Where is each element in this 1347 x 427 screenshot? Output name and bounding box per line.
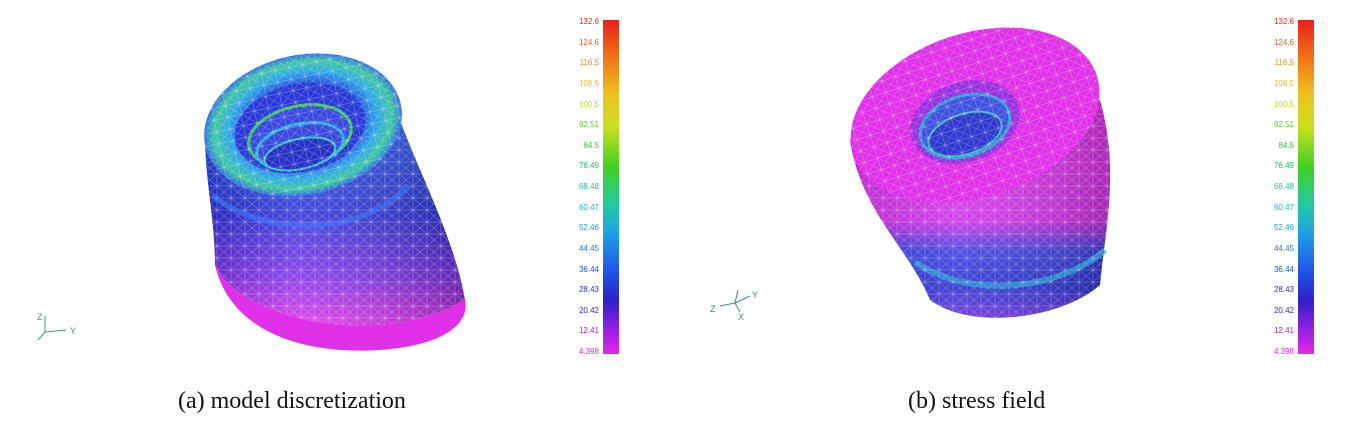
legend-tick: 44.45 — [578, 243, 599, 253]
legend-tick: 4.398 — [578, 347, 599, 356]
legend-tick: 124.6 — [1273, 37, 1294, 47]
axis-label-z-a: Z — [37, 312, 43, 322]
legend-tick: 36.44 — [1273, 264, 1294, 274]
legend-tick: 84.5 — [583, 140, 599, 150]
axis-label-x-b: X — [738, 312, 744, 322]
legend-tick: 132.6 — [578, 17, 599, 26]
legend-color-bar — [1298, 20, 1314, 354]
legend-tick: 76.49 — [1273, 161, 1294, 171]
legend-tick: 92.51 — [1273, 120, 1294, 130]
fea-mesh-body-b — [850, 27, 1111, 318]
legend-tick: 28.43 — [1273, 285, 1294, 295]
mesh-render-a: Z Y — [37, 53, 466, 351]
legend-tick: 60.47 — [578, 202, 599, 212]
axis-label-z-b: Z — [710, 304, 716, 314]
legend-tick: 100.5 — [578, 99, 599, 109]
legend-tick: 20.42 — [578, 305, 599, 315]
legend-tick: 76.49 — [578, 161, 599, 171]
mesh-render-b: Z Y X — [710, 27, 1111, 322]
legend-tick: 100.5 — [1273, 99, 1294, 109]
panel-stress-field: Z Y X 132.6 124.6 116.5 108.5 100.5 92.5… — [680, 0, 1347, 370]
caption-stress-field: (b) stress field — [908, 388, 1046, 414]
coordinate-axes-b — [719, 289, 751, 313]
legend-tick: 12.41 — [578, 326, 599, 336]
panel-model-discretization: Z Y 132.6 124.6 116.5 108.5 100.5 92.51 … — [0, 0, 660, 370]
legend-tick: 116.5 — [579, 58, 599, 68]
legend-tick: 132.6 — [1273, 17, 1294, 26]
legend-tick: 108.5 — [578, 78, 599, 88]
legend-tick: 44.45 — [1273, 243, 1294, 253]
legend-tick: 20.42 — [1273, 305, 1294, 315]
coordinate-axes-a — [37, 316, 67, 341]
axis-label-y-a: Y — [70, 326, 76, 336]
axis-label-y-b: Y — [752, 290, 758, 300]
legend-tick-labels: 132.6 124.6 116.5 108.5 100.5 92.51 84.5… — [565, 18, 599, 358]
legend-tick: 36.44 — [578, 264, 599, 274]
legend-tick: 12.41 — [1273, 326, 1294, 336]
legend-tick: 52.46 — [578, 223, 599, 233]
legend-tick: 68.48 — [1273, 182, 1294, 191]
legend-tick: 92.51 — [578, 120, 599, 130]
legend-tick: 28.43 — [578, 285, 599, 295]
legend-tick: 52.46 — [1273, 223, 1294, 233]
legend-tick: 84.5 — [1278, 140, 1294, 150]
fea-mesh-body-a — [204, 53, 466, 351]
legend-tick: 108.5 — [1273, 78, 1294, 88]
legend-tick: 68.48 — [578, 182, 599, 191]
legend-color-bar — [603, 20, 619, 354]
legend-tick: 4.398 — [1273, 347, 1294, 356]
legend-tick: 116.5 — [1274, 58, 1294, 68]
legend-tick: 60.47 — [1273, 202, 1294, 212]
legend-tick-labels: 132.6 124.6 116.5 108.5 100.5 92.51 84.5… — [1260, 18, 1294, 358]
caption-model-discretization: (a) model discretization — [178, 388, 406, 414]
legend-tick: 124.6 — [578, 37, 599, 47]
